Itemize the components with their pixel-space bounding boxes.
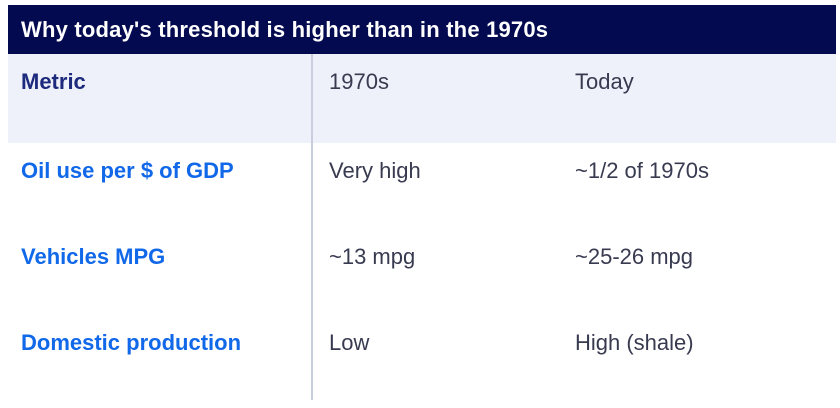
row-label-domestic-production: Domestic production: [21, 330, 242, 355]
table-row: Domestic production Low High (shale): [8, 315, 836, 400]
row-value-vehicles-mpg-1970s: ~13 mpg: [311, 229, 559, 315]
row-value-domestic-production-1970s: Low: [311, 315, 559, 400]
row-label-vehicles-mpg: Vehicles MPG: [21, 244, 166, 269]
row-value-oil-use-today: ~1/2 of 1970s: [575, 158, 709, 183]
row-value-oil-use-1970s: Very high: [311, 143, 559, 229]
column-header-metric: Metric: [21, 69, 86, 94]
table-row: Oil use per $ of GDP Very high ~1/2 of 1…: [8, 143, 836, 229]
column-header-1970s: 1970s: [311, 54, 559, 143]
table-row: Vehicles MPG ~13 mpg ~25-26 mpg: [8, 229, 836, 315]
comparison-table-card: Why today's threshold is higher than in …: [8, 5, 836, 400]
table-title: Why today's threshold is higher than in …: [8, 5, 836, 54]
row-value-vehicles-mpg-today: ~25-26 mpg: [575, 244, 694, 269]
row-value-domestic-production-today: High (shale): [575, 330, 694, 355]
table-header-row: Metric 1970s Today: [8, 54, 836, 143]
row-label-oil-use: Oil use per $ of GDP: [21, 158, 234, 183]
column-header-today: Today: [575, 69, 634, 94]
